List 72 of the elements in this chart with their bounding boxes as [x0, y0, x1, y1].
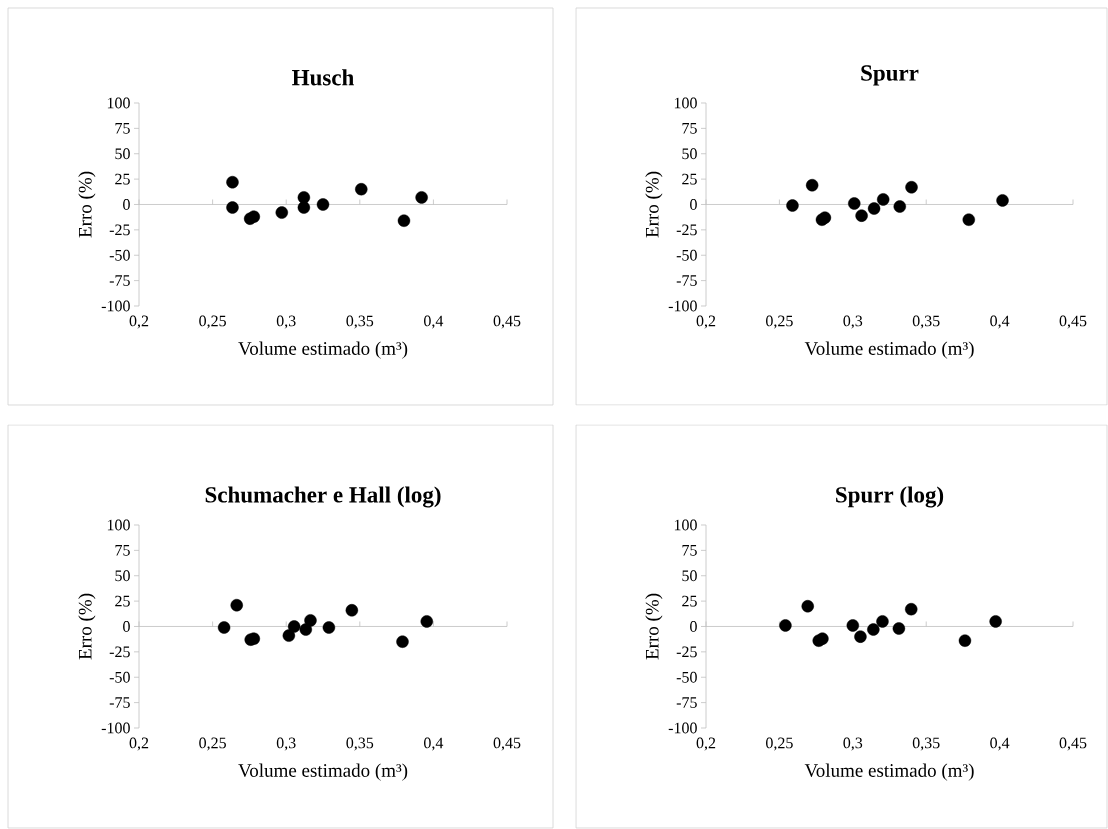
x-tick-label: 0,2 — [129, 315, 149, 329]
y-tick-label: -75 — [676, 275, 697, 286]
x-tick-label: 0,3 — [276, 737, 296, 751]
y-axis-title: Erro (%) — [78, 171, 96, 238]
x-tick-label: 0,35 — [912, 737, 940, 751]
y-tick-label: 50 — [115, 148, 130, 160]
x-tick-label: 0,45 — [1059, 737, 1087, 751]
x-axis-title: Volume estimado (m³) — [238, 763, 408, 781]
y-tick-label: -25 — [109, 224, 130, 236]
x-tick-label: 0,35 — [346, 737, 374, 751]
x-axis-title: Volume estimado (m³) — [804, 763, 974, 781]
x-tick-label: 0,45 — [493, 315, 521, 329]
y-tick-label: 0 — [123, 199, 130, 210]
x-axis-title: Volume estimado (m³) — [238, 341, 408, 359]
y-tick-label: 50 — [682, 570, 697, 582]
y-tick-label: -75 — [109, 275, 130, 286]
chart-title: Spurr — [861, 65, 919, 86]
y-tick-label: 25 — [682, 173, 697, 185]
x-tick-label: 0,25 — [766, 315, 793, 329]
y-tick-label: 100 — [674, 519, 697, 531]
y-tick-label: 75 — [682, 545, 697, 556]
x-tick-label: 0,3 — [843, 737, 863, 751]
y-tick-label: 50 — [115, 570, 130, 582]
x-tick-label: 0,4 — [990, 315, 1010, 329]
x-tick-label: 0,35 — [912, 315, 940, 329]
x-tick-label: 0,4 — [990, 737, 1010, 751]
chart-title: Husch — [292, 69, 354, 86]
y-axis-title: Erro (%) — [78, 593, 96, 660]
y-axis-title: Erro (%) — [645, 171, 663, 238]
y-tick-label: 25 — [682, 595, 697, 607]
x-tick-label: 0,25 — [199, 315, 226, 329]
y-tick-label: 75 — [682, 123, 697, 134]
y-tick-label: -100 — [101, 722, 130, 734]
y-tick-label: -100 — [668, 722, 697, 734]
y-tick-label: -25 — [676, 224, 697, 236]
y-tick-label: 0 — [690, 621, 697, 632]
x-tick-label: 0,4 — [424, 737, 444, 751]
y-tick-label: -75 — [676, 697, 697, 708]
x-tick-label: 0,2 — [696, 315, 716, 329]
y-tick-label: 100 — [674, 97, 697, 109]
y-axis-title: Erro (%) — [645, 593, 663, 660]
y-tick-label: 100 — [107, 97, 130, 109]
y-tick-label: -50 — [676, 249, 697, 261]
y-tick-label: -50 — [109, 249, 130, 261]
y-tick-label: 0 — [690, 199, 697, 210]
x-axis-title: Volume estimado (m³) — [804, 341, 974, 359]
y-tick-label: 0 — [123, 621, 130, 632]
x-tick-label: 0,3 — [276, 315, 296, 329]
x-tick-label: 0,35 — [346, 315, 374, 329]
y-tick-label: 75 — [115, 123, 130, 134]
x-tick-label: 0,2 — [129, 737, 149, 751]
y-tick-label: 50 — [682, 148, 697, 160]
y-tick-label: 75 — [115, 545, 130, 556]
x-tick-label: 0,2 — [696, 737, 716, 751]
y-tick-label: -50 — [109, 671, 130, 683]
y-tick-label: -50 — [676, 671, 697, 683]
chart-title: Spurr (log) — [836, 486, 944, 508]
y-tick-label: -75 — [109, 697, 130, 708]
y-tick-label: 25 — [115, 595, 130, 607]
x-tick-label: 0,4 — [424, 315, 444, 329]
x-tick-label: 0,25 — [766, 737, 793, 751]
x-tick-label: 0,45 — [1059, 315, 1087, 329]
x-tick-label: 0,3 — [843, 315, 863, 329]
x-tick-label: 0,45 — [493, 737, 521, 751]
y-tick-label: -100 — [668, 300, 697, 312]
y-tick-label: 100 — [107, 519, 130, 531]
y-tick-label: -25 — [676, 646, 697, 658]
y-tick-label: -25 — [109, 646, 130, 658]
y-tick-label: -100 — [101, 300, 130, 312]
x-tick-label: 0,25 — [199, 737, 226, 751]
chart-title: Schumacher e Hall (log) — [205, 486, 441, 508]
y-tick-label: 25 — [115, 173, 130, 185]
